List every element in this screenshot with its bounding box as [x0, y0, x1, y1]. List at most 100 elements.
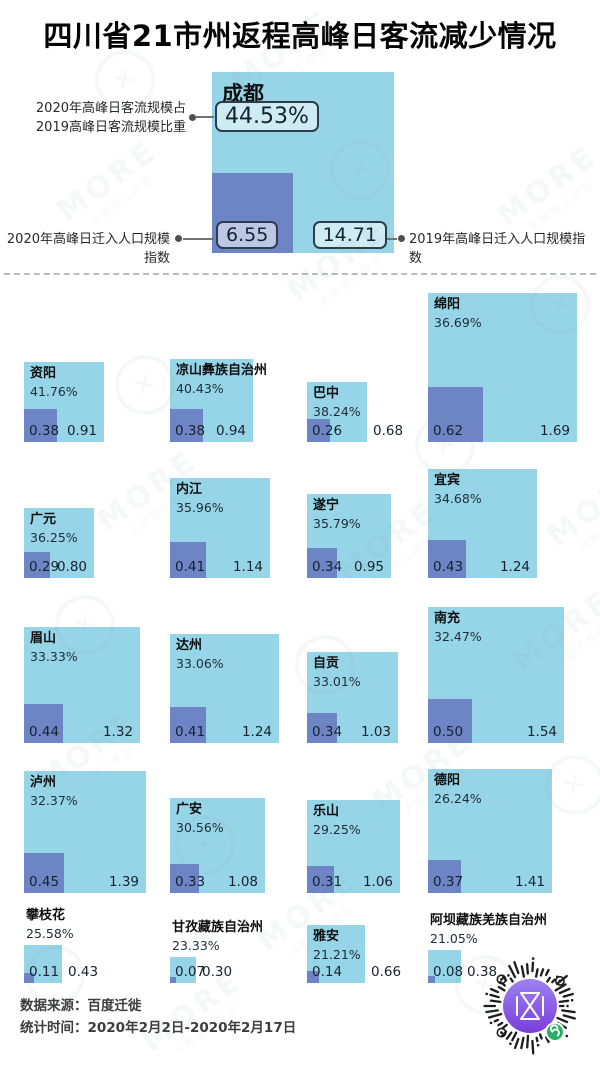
index-2020-box [170, 977, 176, 983]
city-share-percent: 36.25% [30, 530, 78, 546]
city-name: 雅安 [313, 929, 340, 944]
index-2019-value: 1.03 [360, 724, 391, 740]
index-2020-box [307, 419, 330, 442]
city-share-percent: 35.79% [313, 516, 361, 532]
index-2019-value: 1.08 [227, 874, 258, 890]
city-name: 宜宾 [434, 473, 461, 488]
city-block: 广元 36.25% 0.29 0.80 [24, 508, 94, 578]
city-label: 绵阳 36.69% [434, 297, 482, 331]
index-2019-value: 1.32 [102, 724, 133, 740]
index-2019-value: 0.38 [467, 964, 498, 980]
city-block: 眉山 33.33% 0.44 1.32 [24, 627, 140, 743]
city-block: 南充 32.47% 0.50 1.54 [428, 607, 564, 743]
index-2020-value: 0.50 [433, 724, 464, 740]
city-share-percent: 26.24% [434, 791, 482, 807]
city-share-percent: 33.01% [313, 674, 361, 690]
index-2019-value: 1.39 [108, 874, 139, 890]
index-2020-box [24, 409, 57, 442]
index-2019-value: 1.41 [514, 874, 545, 890]
qr-code [483, 957, 576, 1055]
data-source-line: 数据来源：百度迁徙 [20, 996, 296, 1018]
index-2020-value: 0.07 [175, 964, 206, 980]
city-block: 甘孜藏族自治州 23.33% 0.07 0.30 [170, 920, 263, 983]
hero-index-2019-box: 成都 44.53% 6.55 14.71 [212, 72, 394, 253]
index-2020-box [428, 540, 466, 578]
watermark-studio: 大数据工作室 [86, 172, 157, 229]
city-share-percent: 30.56% [176, 820, 224, 836]
index-2019-value: 0.94 [215, 423, 246, 439]
city-label: 遂宁 35.79% [313, 498, 361, 532]
index-2019-value: 0.68 [373, 423, 404, 439]
city-label: 甘孜藏族自治州 23.33% [172, 920, 263, 954]
index-2020-box [428, 387, 483, 442]
hero-share-percent: 44.53% [215, 101, 319, 132]
index-2020-box [170, 707, 206, 743]
city-name: 甘孜藏族自治州 [172, 920, 264, 936]
city-share-percent: 25.58% [26, 926, 74, 942]
city-name: 遂宁 [313, 498, 340, 513]
city-block: 泸州 32.37% 0.45 1.39 [24, 771, 146, 893]
index-2020-value: 0.41 [175, 724, 206, 740]
index-2019-value: 1.14 [232, 559, 263, 575]
city-label: 巴中 38.24% [313, 386, 361, 420]
city-block: 自贡 33.01% 0.34 1.03 [307, 652, 398, 743]
city-label: 资阳 41.76% [30, 366, 78, 400]
index-2020-box [307, 971, 319, 983]
index-2020-value: 0.26 [312, 423, 343, 439]
city-name: 广安 [176, 802, 203, 817]
mini-program-icon [549, 1024, 560, 1037]
watermark-brand: MORE [50, 133, 165, 230]
connector-line [196, 116, 214, 118]
index-2020-value: 0.31 [312, 874, 343, 890]
city-block: 雅安 21.21% 0.14 0.66 [307, 925, 401, 983]
city-label: 德阳 26.24% [434, 773, 482, 807]
city-name: 巴中 [313, 386, 340, 401]
index-2020-box [24, 853, 64, 893]
city-block: 绵阳 36.69% 0.62 1.69 [428, 293, 577, 442]
city-block: 内江 35.96% 0.41 1.14 [170, 478, 270, 578]
city-share-percent: 23.33% [172, 938, 220, 954]
index-2020-box [307, 548, 337, 578]
index-2020-value: 0.43 [433, 559, 464, 575]
index-2019-value: 0.95 [353, 559, 384, 575]
index-2019-value: 1.24 [241, 724, 272, 740]
city-share-percent: 33.06% [176, 656, 224, 672]
index-2020-box [170, 864, 199, 893]
index-2020-value: 0.45 [29, 874, 60, 890]
watermark-studio: 大数据工作室 [576, 497, 600, 554]
city-share-percent: 33.33% [30, 649, 78, 665]
watermark-brand: MORE [540, 458, 600, 555]
hero-index-2020-value: 6.55 [216, 221, 279, 249]
index-2020-value: 0.14 [312, 964, 343, 980]
time-range-line: 统计时间：2020年2月2日-2020年2月17日 [20, 1018, 296, 1040]
city-block: 资阳 41.76% 0.38 0.91 [24, 362, 104, 442]
index-2020-value: 0.38 [29, 423, 60, 439]
index-2020-box [307, 866, 334, 893]
city-label: 南充 32.47% [434, 611, 482, 645]
city-block: 达州 33.06% 0.41 1.24 [170, 634, 279, 743]
city-share-percent: 21.21% [313, 947, 361, 963]
city-block: 遂宁 35.79% 0.34 0.95 [307, 494, 391, 578]
city-label: 攀枝花 25.58% [26, 908, 74, 942]
city-name: 内江 [176, 482, 203, 497]
footer: 数据来源：百度迁徙 统计时间：2020年2月2日-2020年2月17日 [20, 996, 296, 1039]
city-name: 广元 [30, 512, 57, 527]
index-2019-value: 1.06 [362, 874, 393, 890]
city-label: 阿坝藏族羌族自治州 21.05% [430, 913, 547, 947]
index-2020-box [24, 973, 34, 983]
city-share-percent: 32.47% [434, 629, 482, 645]
index-2020-value: 0.44 [29, 724, 60, 740]
connector-dot [175, 235, 182, 242]
index-2020-value: 0.37 [433, 874, 464, 890]
city-label: 眉山 33.33% [30, 631, 78, 665]
qr-brand-logo-icon [516, 992, 544, 1020]
mini-program-badge [545, 1022, 565, 1042]
city-share-percent: 41.76% [30, 384, 78, 400]
index-2019-value: 0.80 [56, 559, 87, 575]
index-2020-box [307, 713, 337, 743]
city-name: 绵阳 [434, 297, 461, 312]
index-2020-box [170, 409, 203, 442]
watermark-brand: MORE [490, 138, 600, 235]
city-share-percent: 38.24% [313, 404, 361, 420]
